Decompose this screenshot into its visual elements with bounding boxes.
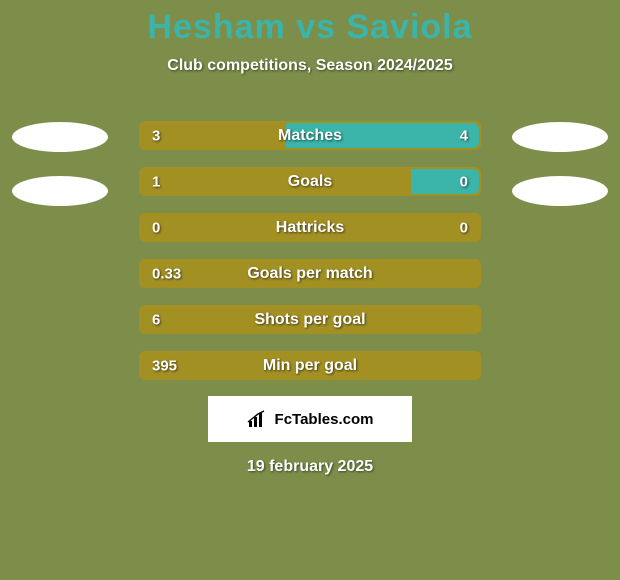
stat-bar: Matches 3 4: [139, 121, 481, 150]
ellipse-icon: [12, 122, 108, 152]
bar-label: Shots per goal: [254, 311, 365, 329]
bar-value-left: 3: [152, 127, 160, 144]
ellipse-icon: [512, 176, 608, 206]
chart-icon: [247, 410, 269, 428]
bar-label: Goals per match: [247, 265, 372, 283]
bar-value-left: 395: [152, 357, 177, 374]
bar-label: Matches: [278, 127, 342, 145]
bar-value-right: 0: [460, 219, 468, 236]
stat-bar: Goals 1 0: [139, 167, 481, 196]
page-title: Hesham vs Saviola: [147, 8, 472, 47]
bar-value-left: 6: [152, 311, 160, 328]
bar-value-right: 0: [460, 173, 468, 190]
right-player-markers: [512, 122, 608, 230]
ellipse-icon: [512, 122, 608, 152]
left-player-markers: [12, 122, 108, 230]
stat-bar: Min per goal 395: [139, 351, 481, 380]
bar-value-left: 0: [152, 219, 160, 236]
bar-fill-right: [411, 169, 479, 194]
stat-bar: Goals per match 0.33: [139, 259, 481, 288]
stats-bars: Matches 3 4 Goals 1 0 Hattricks 0 0 Goals per mat…: [139, 121, 481, 380]
subtitle: Club competitions, Season 2024/2025: [167, 57, 452, 75]
footer-date: 19 february 2025: [247, 458, 373, 476]
bar-label: Min per goal: [263, 357, 357, 375]
bar-value-left: 1: [152, 173, 160, 190]
infographic-root: Hesham vs Saviola Club competitions, Sea…: [0, 0, 620, 580]
bar-label: Goals: [288, 173, 332, 191]
ellipse-icon: [12, 176, 108, 206]
stat-bar: Hattricks 0 0: [139, 213, 481, 242]
bar-value-right: 4: [460, 127, 468, 144]
stat-bar: Shots per goal 6: [139, 305, 481, 334]
bar-label: Hattricks: [276, 219, 344, 237]
source-badge: FcTables.com: [208, 396, 412, 442]
badge-text: FcTables.com: [275, 411, 374, 428]
bar-value-left: 0.33: [152, 265, 181, 282]
